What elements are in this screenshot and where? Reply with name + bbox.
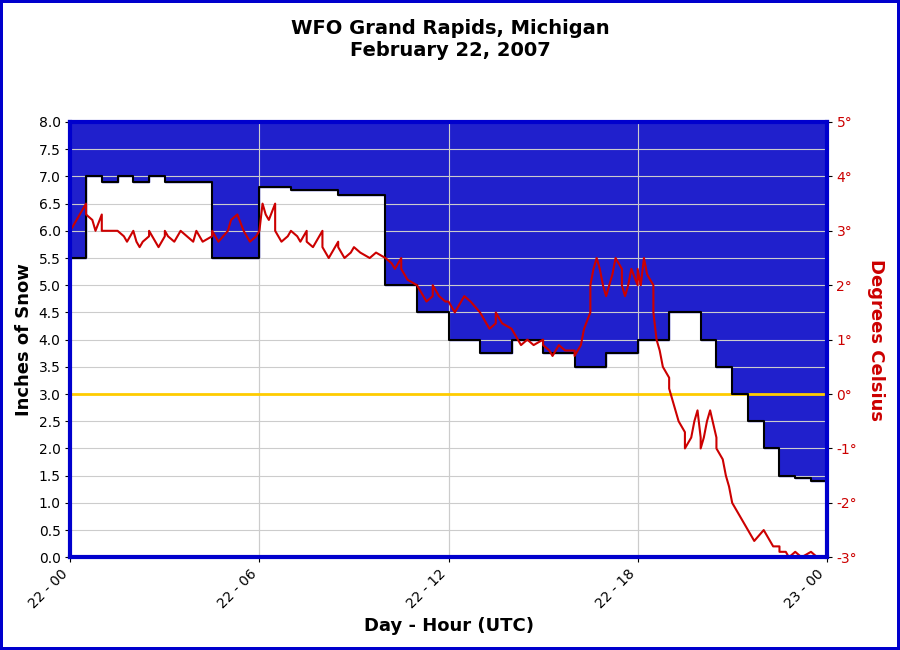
Y-axis label: Inches of Snow: Inches of Snow (15, 263, 33, 416)
Text: WFO Grand Rapids, Michigan
February 22, 2007: WFO Grand Rapids, Michigan February 22, … (291, 20, 609, 60)
X-axis label: Day - Hour (UTC): Day - Hour (UTC) (364, 617, 534, 635)
Y-axis label: Degrees Celsius: Degrees Celsius (867, 259, 885, 421)
